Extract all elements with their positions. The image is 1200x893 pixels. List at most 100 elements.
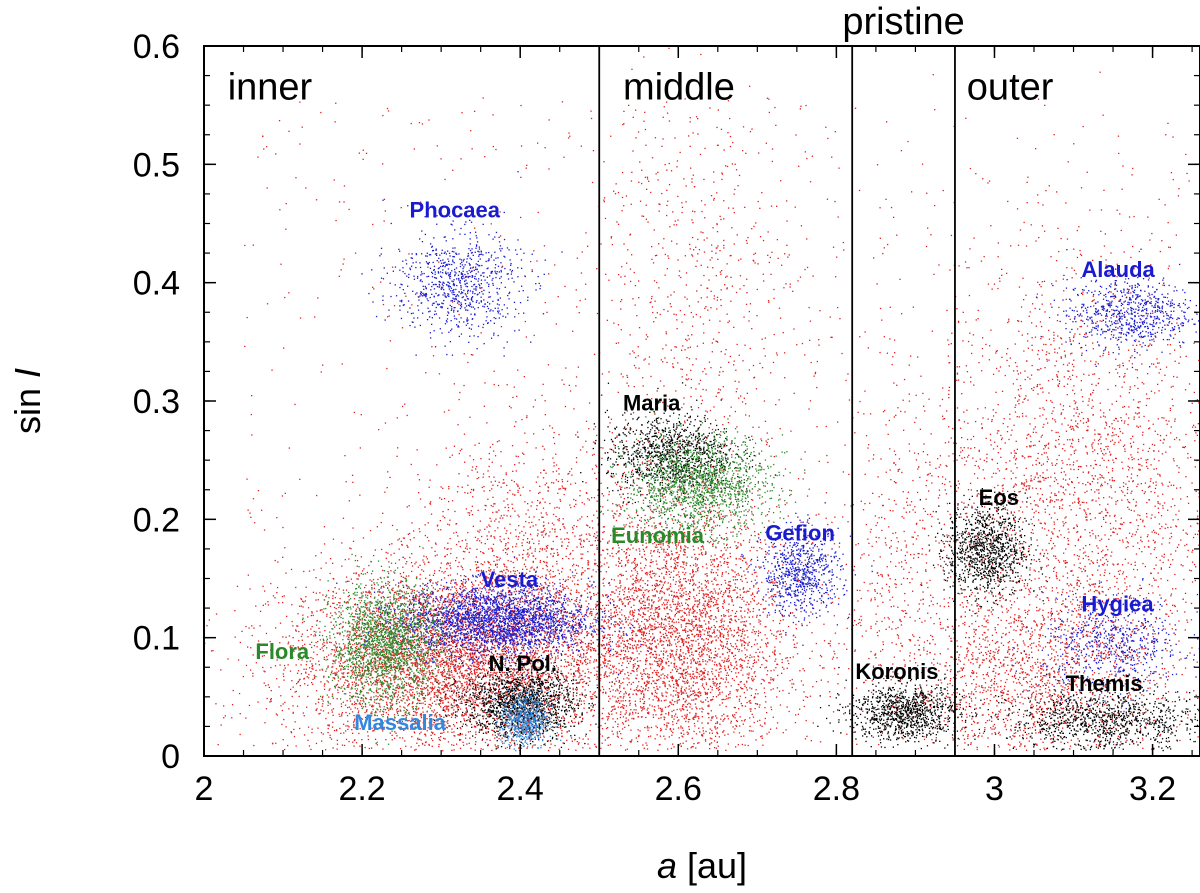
data-point [341,744,344,746]
data-point [268,686,270,688]
data-point [498,668,500,670]
data-point [531,639,533,642]
data-point [467,606,470,608]
data-point [462,585,464,587]
data-point [379,688,381,690]
data-point [384,657,386,659]
data-point [317,727,319,729]
data-point [373,611,376,613]
data-point [310,656,312,659]
data-point [461,655,463,657]
data-point [511,625,513,628]
data-point [455,661,458,663]
data-point [545,600,547,602]
data-point [438,641,440,643]
data-point [401,655,403,657]
data-point [519,599,521,602]
data-point [580,700,583,702]
data-point [529,662,531,664]
data-point [461,672,463,674]
data-point [371,704,373,706]
data-point [412,653,414,655]
data-point [455,531,457,533]
data-point [393,695,395,697]
data-point [618,692,621,694]
data-point [341,712,344,714]
data-point [391,666,393,668]
data-point [534,628,536,630]
data-point [338,654,341,656]
data-point [484,705,486,708]
data-point [283,669,285,671]
data-point [415,678,417,680]
data-point [383,651,385,653]
data-point [427,694,429,696]
data-point [473,685,475,688]
data-point [478,618,481,620]
data-point [441,570,443,573]
data-point [441,657,443,660]
data-point [488,589,490,591]
data-point [253,627,255,629]
data-point [345,711,347,714]
data-point [318,713,320,715]
data-point [348,638,350,641]
data-point [567,604,569,606]
data-point [393,714,396,716]
data-point [448,598,450,600]
data-point [341,672,343,674]
data-point [348,594,350,597]
data-point [588,645,590,647]
data-point [395,689,397,692]
data-point [463,689,465,691]
data-point [532,656,534,659]
data-point [538,685,540,687]
data-point [472,703,474,705]
data-point [429,672,432,674]
data-point [519,673,521,675]
data-point [279,622,282,624]
data-point [514,702,516,705]
data-point [320,709,322,711]
data-point [610,534,612,537]
data-point [484,657,486,659]
data-point [620,670,622,672]
data-point [389,669,391,672]
data-point [438,623,440,625]
data-point [377,664,379,666]
data-point [503,671,505,674]
data-point [501,688,503,690]
data-point [315,709,317,711]
data-point [437,670,439,672]
data-point [454,668,457,670]
data-point [408,604,410,606]
data-point [406,709,409,711]
data-point [644,689,646,691]
data-point [499,732,501,734]
data-point [385,622,387,624]
data-point [472,655,474,657]
data-point [465,642,467,644]
data-point [432,739,434,742]
data-point [531,681,533,683]
data-point [352,732,354,734]
data-point [423,669,425,672]
data-point [431,702,434,704]
data-point [626,677,628,679]
data-point [311,611,313,613]
data-point [496,638,498,640]
data-point [496,655,498,658]
data-point [361,718,364,720]
data-point [453,725,456,727]
data-point [487,716,489,718]
data-point [637,690,639,692]
data-point [319,631,321,633]
data-point [515,582,518,584]
data-point [317,640,319,643]
data-point [412,615,414,617]
data-point [476,671,478,674]
data-point [279,664,281,666]
data-point [342,673,344,675]
data-point [258,643,260,645]
data-point [274,597,276,599]
